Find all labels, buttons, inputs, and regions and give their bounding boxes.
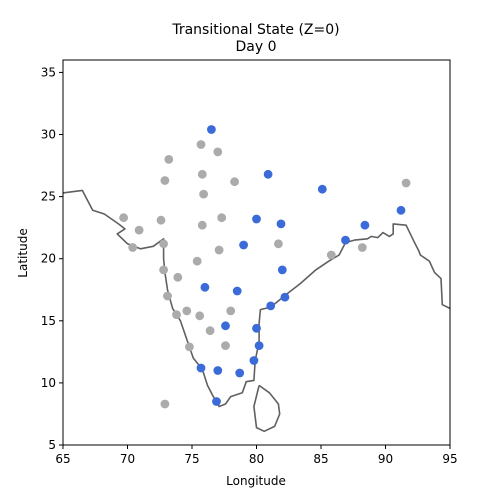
active-point-14: [280, 292, 290, 302]
active-point-1: [207, 125, 216, 134]
inactive-point-9: [119, 213, 128, 223]
active-point-12: [232, 286, 242, 296]
inactive-point-16: [214, 245, 224, 255]
x-axis-label: Longitude: [226, 474, 286, 488]
y-tick-label: 10: [41, 376, 56, 390]
y-tick-label: 25: [41, 190, 56, 204]
inactive-point-5: [197, 169, 207, 179]
active-point-6: [276, 219, 286, 229]
inactive-point-30: [221, 341, 230, 350]
inactive-point-18: [192, 256, 202, 266]
active-point-5: [252, 214, 261, 224]
y-tick-label: 35: [41, 65, 56, 79]
points-layer: [119, 125, 411, 409]
inactive-point-22: [357, 243, 367, 252]
inactive-point-19: [159, 265, 169, 275]
active-point-9: [239, 240, 249, 250]
active-point-17: [254, 341, 264, 350]
inactive-point-24: [172, 310, 181, 319]
inactive-point-1: [164, 155, 174, 164]
chart-title-line2: Day 0: [235, 39, 276, 55]
y-axis-ticks: 5 10 15 20 25 30 35: [41, 65, 63, 452]
active-point-7: [360, 220, 370, 230]
chart-title-line1: Transitional State (Z=0): [171, 22, 339, 38]
x-tick-label: 80: [249, 452, 264, 466]
x-tick-label: 90: [378, 452, 393, 466]
inactive-point-8: [401, 178, 411, 188]
inactive-point-12: [197, 220, 207, 230]
x-tick-label: 65: [55, 452, 70, 466]
x-tick-label: 95: [442, 452, 457, 466]
inactive-point-20: [173, 272, 183, 282]
active-point-18: [196, 363, 206, 373]
inactive-point-21: [326, 250, 336, 260]
inactive-point-7: [199, 189, 209, 199]
inactive-point-31: [160, 399, 170, 409]
inactive-point-11: [156, 215, 166, 225]
y-tick-label: 20: [41, 252, 56, 266]
inactive-point-2: [196, 140, 206, 149]
plot-frame: [62, 59, 451, 446]
y-axis-label: Latitude: [16, 228, 30, 277]
active-point-15: [221, 321, 230, 331]
inactive-point-4: [160, 176, 170, 185]
inactive-point-14: [128, 243, 138, 252]
active-point-16: [252, 323, 261, 333]
y-tick-label: 5: [48, 438, 56, 452]
inactive-point-3: [213, 147, 223, 157]
x-tick-label: 85: [313, 452, 328, 466]
active-point-3: [317, 184, 327, 194]
active-point-4: [396, 205, 406, 215]
coastline-layer: [62, 189, 451, 433]
y-tick-label: 30: [41, 128, 56, 142]
inactive-point-17: [274, 239, 283, 249]
inactive-point-29: [185, 342, 194, 352]
active-point-20: [235, 368, 245, 378]
coastline-path-2: [253, 384, 281, 433]
active-point-10: [277, 265, 287, 275]
inactive-point-10: [134, 225, 144, 235]
inactive-point-15: [159, 239, 169, 249]
inactive-point-25: [182, 306, 192, 316]
active-point-13: [266, 301, 276, 311]
active-point-2: [263, 169, 273, 179]
active-point-11: [200, 282, 210, 292]
x-axis-ticks: 65 70 75 80 85 90 95: [55, 445, 458, 466]
inactive-point-23: [163, 291, 172, 301]
inactive-point-28: [205, 326, 215, 336]
x-tick-label: 70: [120, 452, 135, 466]
x-tick-label: 75: [184, 452, 199, 466]
y-tick-label: 15: [41, 314, 56, 328]
active-point-21: [249, 356, 259, 365]
active-point-22: [212, 397, 221, 406]
inactive-point-6: [230, 177, 240, 187]
inactive-point-13: [217, 213, 227, 223]
active-point-19: [213, 366, 223, 375]
inactive-point-27: [226, 306, 236, 316]
inactive-point-26: [195, 311, 205, 321]
active-point-8: [341, 235, 350, 245]
